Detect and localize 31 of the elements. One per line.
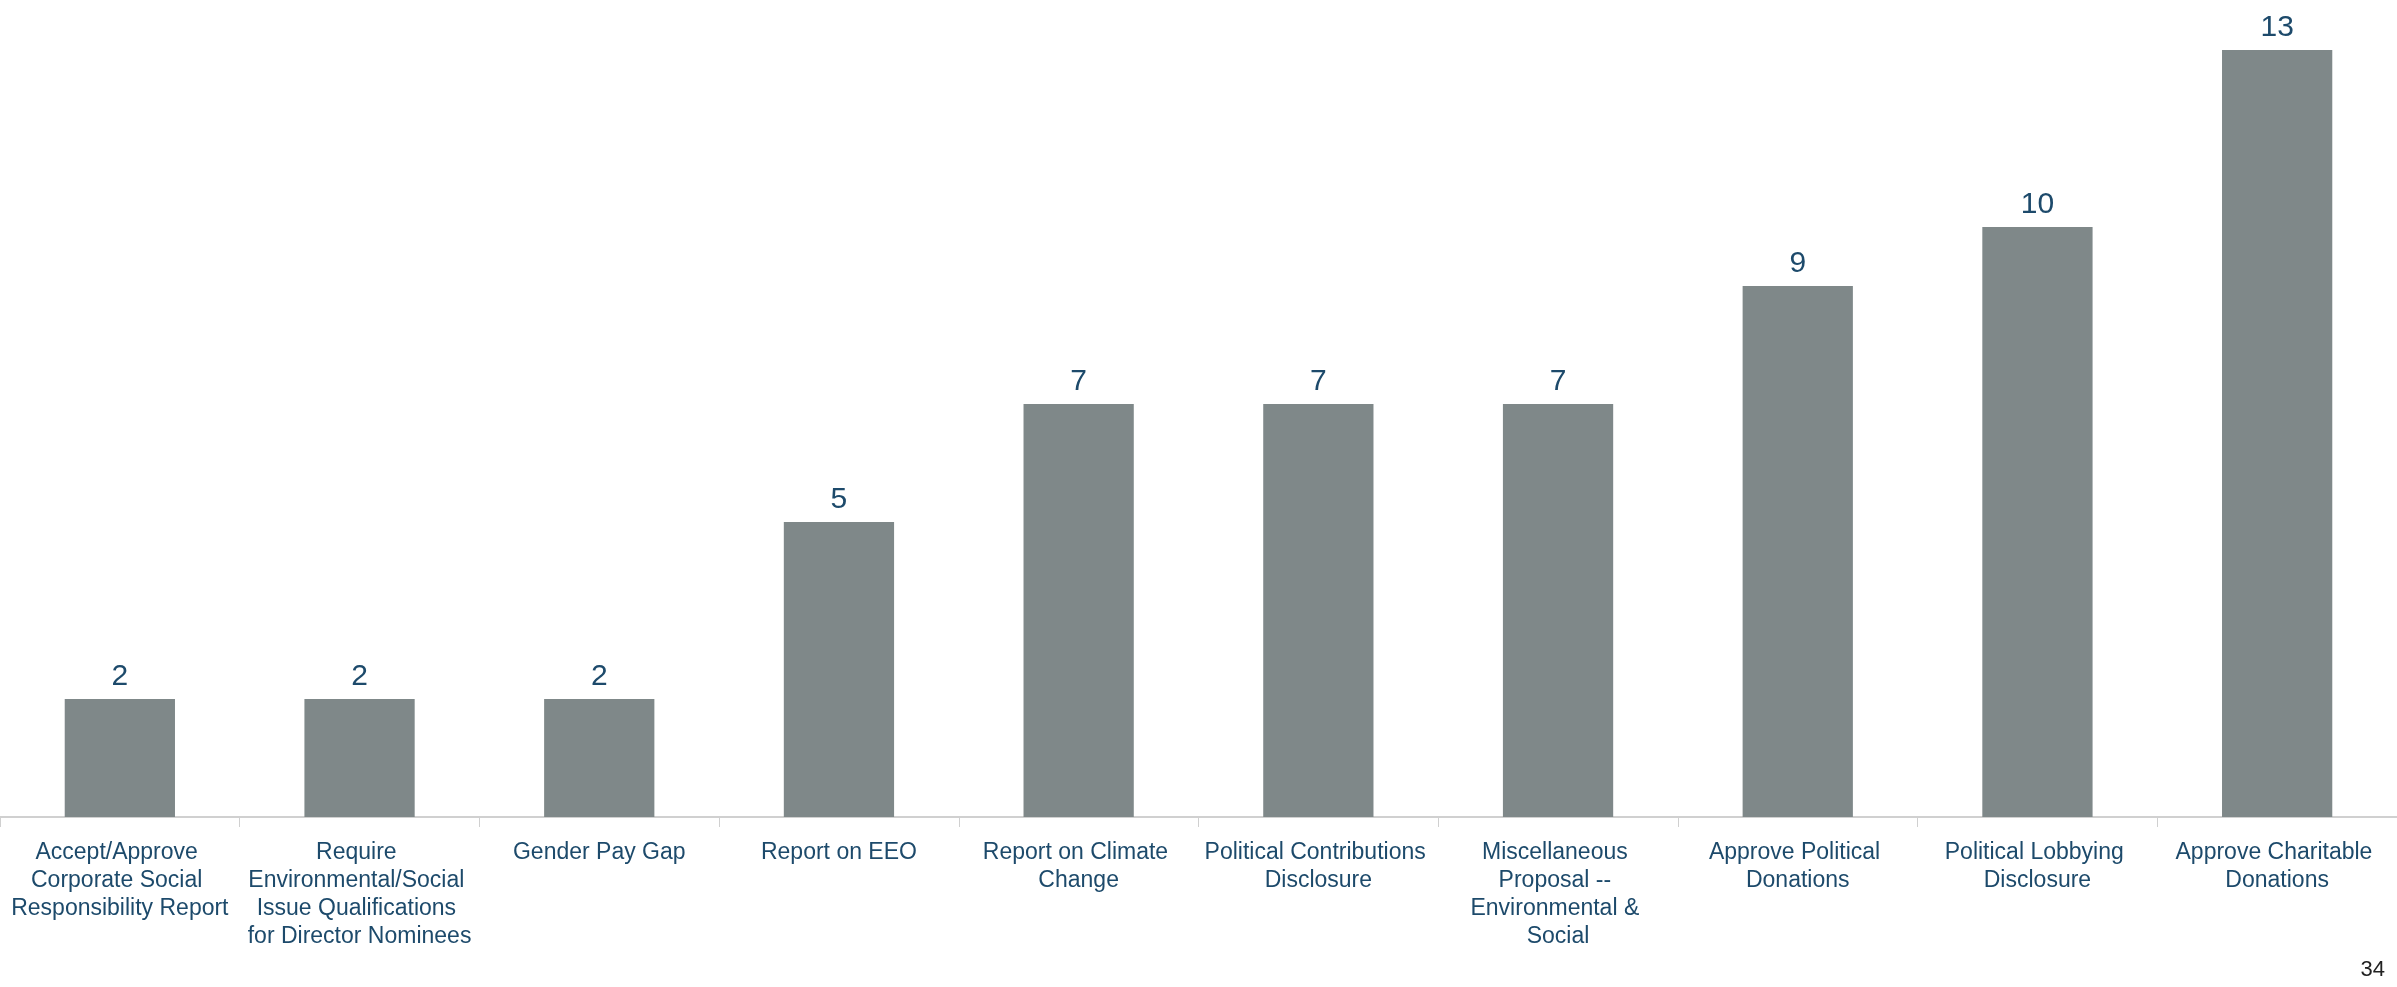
x-tick-label: Report on Climate Change [982,838,1175,892]
data-label: 10 [2020,185,2055,219]
data-label: 5 [830,480,848,514]
x-tick-label: Report on EEO [760,838,917,864]
x-tick-label: Approve Political Donations [1708,838,1887,892]
bar [544,699,655,817]
x-tick-label: Political Lobbying Disclosure [1944,838,2131,892]
data-label: 7 [1070,362,1087,396]
x-tick-label: Political Contributions Disclosure [1204,838,1433,892]
bar [304,699,415,817]
bar [1742,286,1853,817]
data-label: 2 [351,657,368,691]
text: 34 [2360,955,2386,981]
x-tick-label: Accept/Approve Corporate Social Responsibility Report [11,838,230,920]
data-label: 2 [111,657,129,691]
bar [1982,227,2093,817]
bar [1502,404,1614,817]
bar [2222,50,2333,817]
x-tick-label: Gender Pay Gap [512,838,686,864]
bar [64,699,175,817]
bar [783,522,895,817]
data-label: 7 [1549,362,1567,396]
bar [1263,404,1374,817]
data-label: 9 [1789,244,1807,278]
data-label: 2 [590,657,608,691]
data-label: 7 [1310,362,1327,396]
x-tick-label: Require Environmental/Social Issue Qualifications for Director Nominees [247,838,472,948]
x-tick-label: Miscellaneous Proposal -- Environmental & Social [1470,838,1646,948]
x-tick-label: Approve Charitable Donations [2175,838,2379,892]
bar [1023,404,1134,817]
data-label: 13 [2260,8,2294,42]
